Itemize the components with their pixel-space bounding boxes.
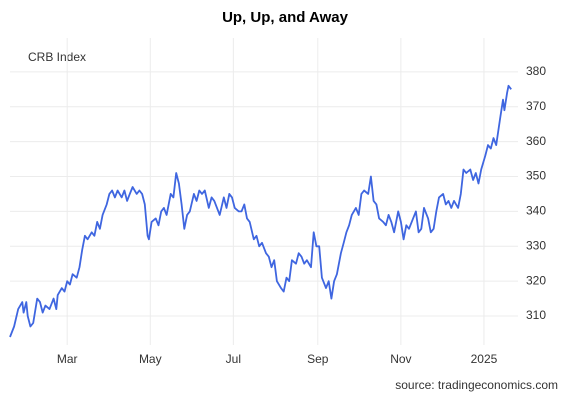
y-tick-label: 320 — [526, 273, 546, 287]
x-tick-label: Sep — [307, 352, 329, 366]
chart-title: Up, Up, and Away — [222, 9, 349, 26]
y-tick-label: 310 — [526, 308, 546, 322]
y-tick-label: 380 — [526, 64, 546, 78]
x-tick-label: 2025 — [471, 352, 498, 366]
x-tick-label: May — [139, 352, 162, 366]
source: source: tradingeconomics.com — [395, 378, 558, 392]
y-tick-label: 340 — [526, 204, 546, 218]
y-tick-label: 370 — [526, 99, 546, 113]
line — [9, 84, 512, 338]
x-tick-label: Jul — [226, 352, 241, 366]
y-tick-label: 360 — [526, 134, 546, 148]
y-tick-label: 350 — [526, 169, 546, 183]
x-tick-label: Mar — [57, 352, 78, 366]
x-tick-label: Nov — [390, 352, 411, 366]
y-tick-label: 330 — [526, 238, 546, 252]
annotation: CRB Index — [28, 50, 86, 64]
